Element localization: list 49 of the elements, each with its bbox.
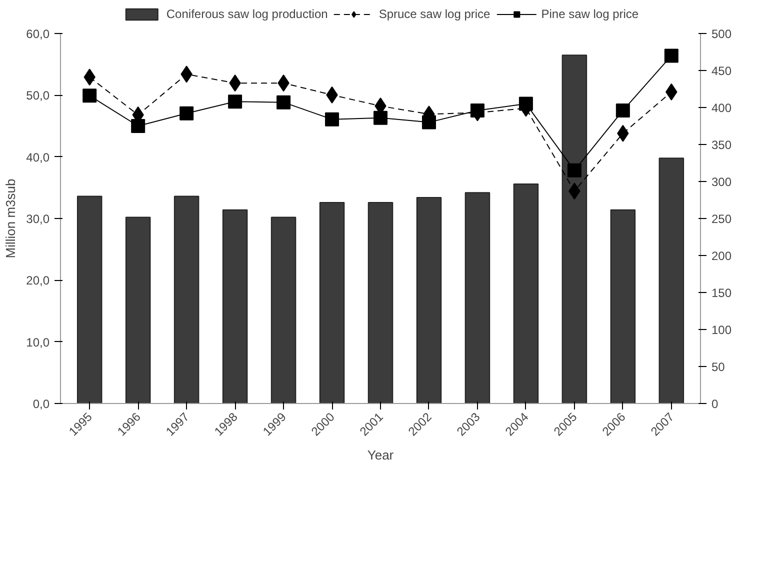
y-tick-label: 50,0 <box>26 88 50 103</box>
y2-tick-label: 200 <box>712 249 732 263</box>
y-tick-label: 60,0 <box>26 27 50 41</box>
point <box>616 103 630 118</box>
point <box>131 119 146 133</box>
y2-tick-label: 150 <box>712 286 732 300</box>
y-tick-label: 0,0 <box>32 397 50 411</box>
bar <box>76 196 102 404</box>
y2-tick-label: 300 <box>712 175 732 189</box>
bar <box>174 196 200 404</box>
point <box>325 112 340 126</box>
y2-tick-label: 100 <box>712 323 732 337</box>
point <box>82 88 97 103</box>
bar <box>222 209 248 404</box>
point <box>180 106 194 120</box>
y-tick-label: 40,0 <box>26 150 50 164</box>
bar <box>319 202 345 404</box>
y2-tick-label: 50 <box>712 360 726 374</box>
y2-tick-label: 450 <box>712 64 732 78</box>
bar <box>368 202 394 404</box>
point <box>470 103 484 118</box>
bar <box>270 216 296 404</box>
bar <box>513 183 539 404</box>
y2-tick-label: 0 <box>712 397 718 411</box>
bar <box>416 197 442 404</box>
y2-tick-label: 350 <box>712 138 732 152</box>
y-tick-label: 20,0 <box>26 274 50 288</box>
legend-label: Spruce saw log price <box>378 7 490 21</box>
y2-tick-label: 400 <box>712 101 732 115</box>
legend-label: Coniferous saw log production <box>166 7 328 21</box>
y2-tick-label: 500 <box>712 27 732 41</box>
y-axis-title: Million m3sub <box>3 178 18 258</box>
bar <box>658 158 684 404</box>
point <box>276 95 291 110</box>
bar <box>610 209 636 404</box>
x-axis-title: Year <box>367 448 394 463</box>
y-tick-label: 10,0 <box>26 335 50 350</box>
y2-tick-label: 250 <box>712 212 732 226</box>
point <box>664 48 678 63</box>
point <box>422 115 436 130</box>
point <box>518 96 533 111</box>
point <box>228 94 242 109</box>
bar <box>464 192 490 404</box>
legend-label: Pine saw log price <box>541 7 639 21</box>
y-tick-label: 30,0 <box>26 212 50 226</box>
bar <box>125 216 151 404</box>
point <box>567 163 582 178</box>
bar <box>562 54 588 404</box>
point <box>374 110 388 125</box>
